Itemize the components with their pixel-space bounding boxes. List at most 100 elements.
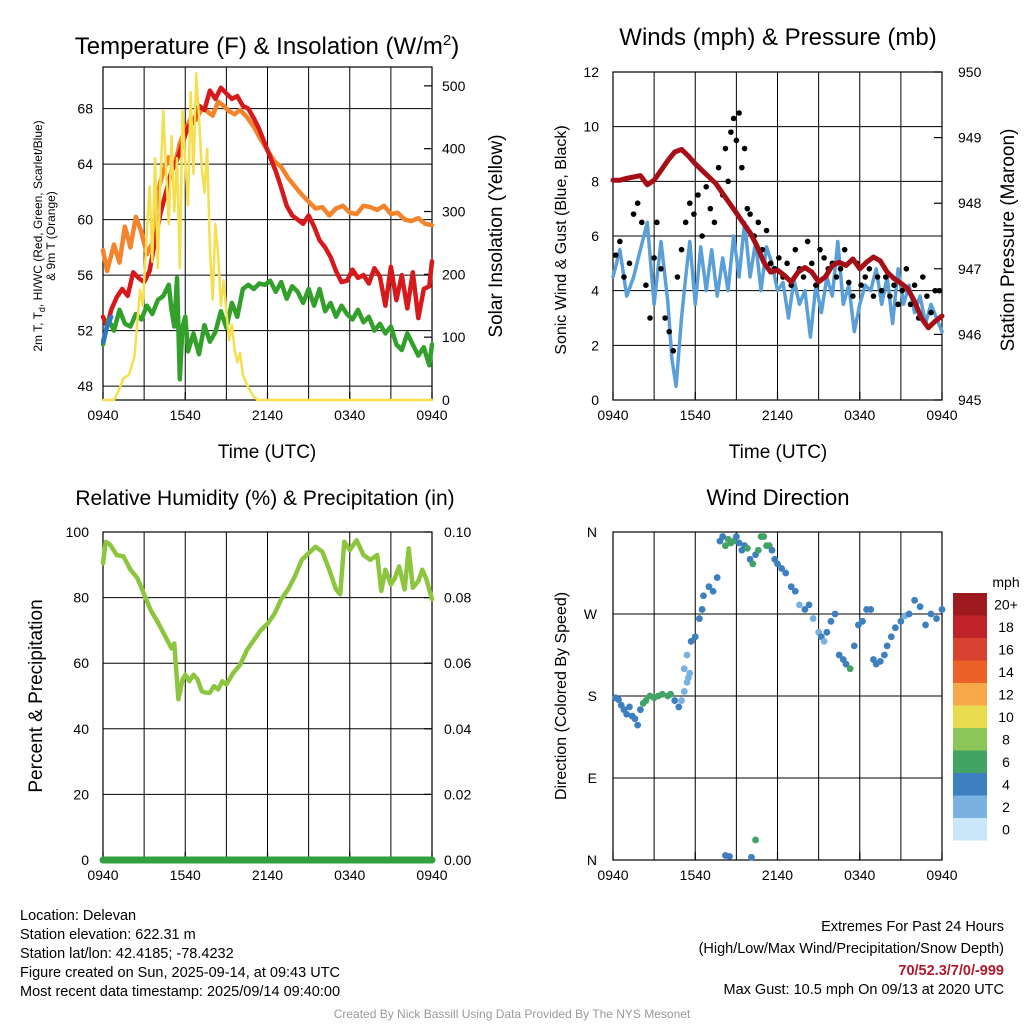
gust-point (626, 260, 633, 267)
chart-title: Temperature (F) & Insolation (W/m2) (75, 32, 459, 60)
gust-point (703, 184, 710, 190)
direction-point (831, 610, 839, 618)
legend-label: 8 (1002, 731, 1010, 747)
wind_chill-line (100, 314, 114, 344)
pressure-line (610, 146, 945, 331)
direction-point (881, 651, 888, 659)
direction-point (850, 642, 858, 650)
gust-point (899, 287, 906, 294)
station-info: Location: Delevan Station elevation: 622… (20, 907, 340, 1002)
direction-point (933, 615, 940, 622)
x-tick-label: 1540 (680, 407, 711, 423)
direction-point (615, 696, 622, 704)
direction-point (754, 546, 762, 554)
legend-label: 4 (1002, 776, 1010, 792)
legend-swatch (953, 795, 987, 818)
direction-point (887, 633, 895, 641)
gust-point (725, 178, 731, 185)
y-tick-label: 0 (591, 392, 599, 408)
direction-point (719, 533, 727, 540)
y2-tick-label: 947 (958, 261, 982, 277)
direction-point (805, 601, 813, 609)
x-tick-label: 0940 (597, 407, 628, 423)
gust-point (695, 192, 701, 198)
y2-tick-label: 0.02 (444, 786, 471, 802)
direction-point (927, 610, 935, 618)
direction-point (801, 606, 809, 613)
direction-point (691, 633, 699, 641)
gust-point (767, 260, 774, 267)
gust-point (874, 274, 881, 280)
gust-point (728, 129, 734, 135)
y-tick-label: 12 (583, 64, 599, 80)
direction-point (796, 601, 803, 609)
gust-point (643, 282, 649, 289)
max-gust-text: Max Gust: 10.5 mph On 09/13 at 2020 UTC (723, 982, 1004, 998)
direction-point (658, 690, 666, 698)
x-tick-label: 0940 (597, 867, 628, 883)
extremes-panel: Extremes For Past 24 Hours (High/Low/Max… (699, 918, 1004, 1000)
y-tick-label: 100 (66, 524, 90, 540)
gust-point (911, 282, 918, 289)
extremes-title: Extremes For Past 24 Hours (821, 919, 1004, 935)
y-tick-label: 40 (73, 721, 89, 737)
gust-point (699, 233, 705, 239)
y-axis-label: Sonic Wind & Gust (Blue, Black) (553, 125, 570, 354)
direction-point (698, 606, 706, 613)
y-tick-label: 56 (77, 267, 93, 283)
created-text: Figure created on Sun, 2025-09-14, at 09… (20, 965, 340, 981)
gust-point (686, 200, 693, 206)
gust-point (878, 287, 885, 294)
legend-label: 10 (998, 709, 1014, 725)
gust-point (841, 246, 848, 253)
gust-point (784, 260, 790, 267)
direction-point (760, 533, 768, 540)
y-tick-label: S (588, 688, 597, 704)
direction-point (722, 542, 729, 550)
gust-point (730, 115, 737, 122)
x-tick-label: 0940 (926, 867, 957, 883)
legend-label: 20+ (994, 596, 1018, 612)
direction-point (623, 710, 631, 718)
direction-point (809, 615, 817, 622)
gust-point (670, 348, 677, 354)
gust-point (682, 219, 689, 226)
y2-tick-label: 0.10 (444, 524, 471, 540)
direction-point (626, 703, 633, 711)
gust-point (845, 279, 852, 286)
direction-point (835, 651, 843, 659)
y-tick-label: 6 (591, 228, 599, 244)
gust-point (936, 287, 943, 294)
gust-point (662, 315, 668, 321)
direction-point (911, 596, 918, 604)
legend-swatch (953, 638, 987, 661)
gust-point (821, 255, 827, 261)
y2-tick-label: 949 (958, 130, 982, 146)
x-tick-label: 1540 (680, 867, 711, 883)
x-tick-label: 0340 (334, 407, 365, 423)
direction-point (634, 721, 642, 729)
title-end: ) (451, 33, 459, 60)
gust-point (792, 246, 799, 253)
y-tick-label: 2 (591, 337, 599, 353)
y-tick-label: 52 (77, 323, 93, 339)
gust-point (763, 227, 770, 234)
y-axis-label: Percent & Precipitation (26, 599, 47, 792)
legend-label: 18 (998, 619, 1014, 635)
gust-point (755, 219, 762, 226)
y2-tick-label: 500 (442, 78, 466, 94)
direction-point (916, 603, 924, 611)
legend-label: 14 (998, 664, 1014, 680)
direction-point (680, 665, 688, 673)
gust-point (920, 274, 926, 280)
temperature-chart: 0940 1540 2140 0340 0940 48 52 56 60 64 68 0 100 200 3… (31, 32, 507, 463)
insolation-line (101, 72, 434, 402)
direction-point (827, 617, 835, 625)
direction-point (675, 703, 683, 711)
y2-tick-label: 0.00 (444, 852, 471, 868)
direction-point (778, 565, 786, 572)
gust-point (621, 274, 627, 280)
gust-point (634, 200, 641, 206)
y2-tick-label: 945 (958, 392, 982, 408)
direction-point (774, 560, 781, 568)
